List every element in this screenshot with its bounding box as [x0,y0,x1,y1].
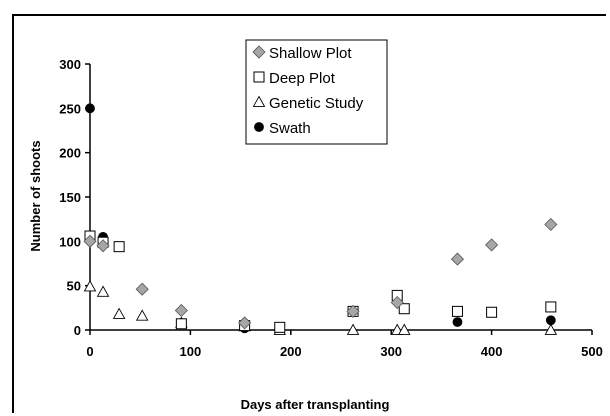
genetic-study-point [135,309,149,321]
y-tick-label: 150 [59,190,81,205]
shallow-plot-point [96,239,110,253]
genetic-study-point [397,323,411,335]
y-tick-label: 250 [59,101,81,116]
deep-plot-point [451,305,463,317]
genetic-study-point [544,323,558,335]
y-axis-title: Number of shoots [28,140,43,251]
y-tick-label: 0 [74,323,81,338]
x-axis-title: Days after transplanting [241,397,390,412]
y-tick-label: 100 [59,234,81,249]
deep-plot-point [175,318,187,330]
chart-frame [12,14,606,413]
shallow-plot-point [544,217,558,232]
genetic-study-point [112,307,126,319]
y-tick-label: 50 [67,279,81,294]
shallow-plot-point [174,303,188,318]
shallow-plot-point [485,238,499,252]
legend: Shallow Plot Deep Plot Genetic Study Swath [245,39,388,145]
swath-point [85,103,95,114]
legend-marker-genetic-study [252,95,266,107]
deep-plot-point [113,241,125,253]
legend-box [245,39,388,145]
shallow-plot-point [390,295,404,310]
y-tick-label: 300 [59,57,81,72]
legend-label-swath: Swath [269,120,311,137]
legend-label-genetic-study: Genetic Study [269,95,364,112]
legend-label-deep-plot: Deep Plot [269,70,336,87]
x-tick-label: 300 [380,344,402,359]
genetic-study-point [346,323,360,335]
legend-marker-shallow-plot [252,45,266,59]
legend-marker-swath [254,122,264,132]
legend-marker-deep-plot [253,71,265,83]
shallow-plot-point [238,316,252,330]
x-tick-label: 400 [481,344,503,359]
axes: 0 50 100 150 200 250 300 0 100 200 300 400 500 [59,57,603,359]
x-tick-label: 500 [581,344,603,359]
genetic-study-point [96,285,110,297]
deep-plot-point [486,306,498,318]
swath-point [545,315,556,326]
x-tick-label: 200 [280,344,302,359]
data-marks [83,103,558,335]
y-tick-label: 200 [59,146,81,161]
swath-point [452,317,463,327]
genetic-study-point [83,280,97,292]
x-tick-label: 0 [86,344,93,359]
shallow-plot-point [346,304,360,318]
deep-plot-point [398,303,410,315]
shallow-plot-point [450,252,465,266]
deep-plot-point [274,321,286,333]
shallow-plot-point [135,282,149,296]
legend-label-shallow-plot: Shallow Plot [269,45,352,62]
shallow-plot-point [83,234,97,248]
x-tick-label: 100 [180,344,202,359]
deep-plot-point [545,301,557,313]
